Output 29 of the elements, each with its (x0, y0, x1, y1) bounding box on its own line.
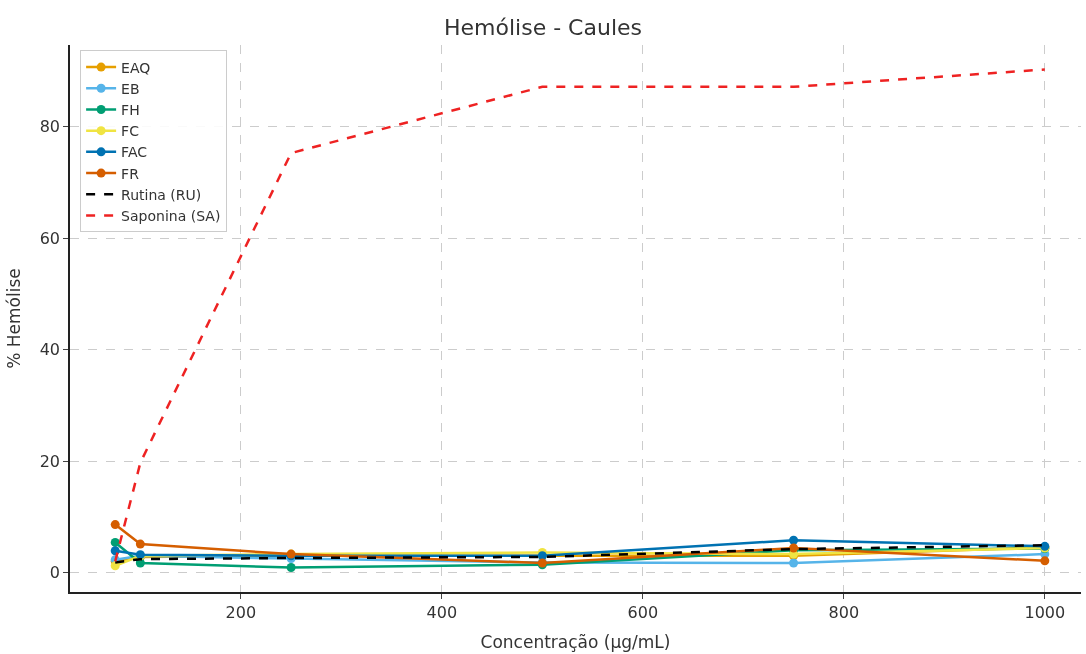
point (135, 539, 145, 549)
legend-label: FAC (121, 144, 148, 161)
legend-label: FC (121, 123, 140, 140)
y-tick-label: 40 (39, 340, 61, 360)
point (110, 537, 120, 547)
x-axis-title: Concentração (µg/mL) (480, 631, 671, 652)
point (110, 546, 120, 556)
x-tick-label: 600 (627, 602, 659, 622)
y-tick-label: 60 (39, 228, 61, 248)
point (789, 558, 799, 568)
x-tick-label: 800 (828, 602, 860, 622)
legend-label: FR (121, 165, 140, 182)
point (110, 520, 120, 530)
point (286, 562, 296, 572)
y-tick-label: 80 (39, 117, 61, 137)
y-tick-label: 0 (49, 563, 61, 583)
x-tick-label: 400 (426, 602, 458, 622)
legend-label: Rutina (RU) (121, 186, 202, 203)
legend-label: EB (121, 80, 140, 97)
x-tick-label: 1000 (1024, 602, 1066, 622)
legend-label: Saponina (SA) (121, 207, 221, 224)
point (1040, 556, 1050, 566)
chart-title: Hemólise - Caules (443, 15, 643, 41)
y-axis-title: % Hemólise (3, 268, 24, 369)
legend-label: EAQ (121, 59, 151, 76)
point (789, 535, 799, 545)
legend-label: FH (121, 101, 140, 118)
y-tick-label: 20 (39, 451, 61, 471)
x-tick-label: 200 (225, 602, 257, 622)
